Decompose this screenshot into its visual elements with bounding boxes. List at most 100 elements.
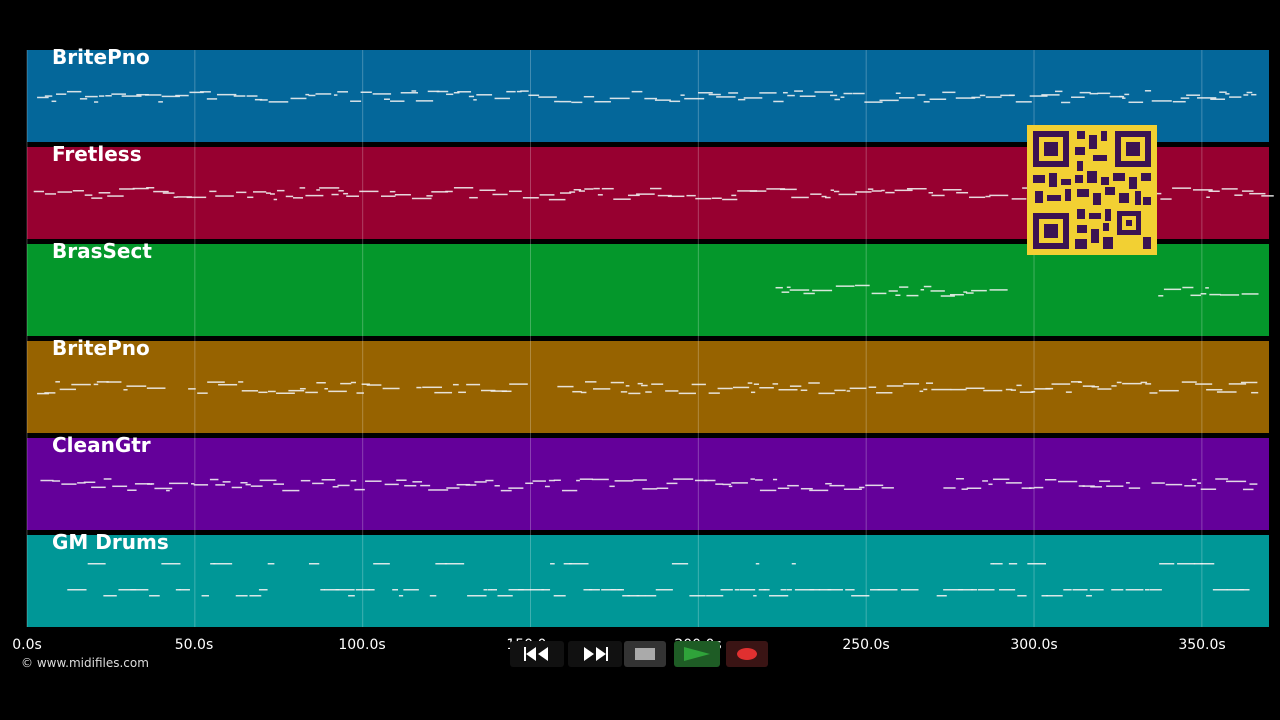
note-mark xyxy=(316,382,326,384)
note-mark xyxy=(895,294,901,296)
note-mark xyxy=(559,100,572,103)
note-mark xyxy=(689,595,706,597)
note-mark xyxy=(1034,388,1051,390)
note-mark xyxy=(466,383,481,386)
note-mark xyxy=(753,595,757,597)
note-mark xyxy=(383,98,390,100)
note-mark xyxy=(1079,91,1091,94)
note-mark xyxy=(929,98,947,100)
note-mark xyxy=(1125,589,1144,591)
note-mark xyxy=(37,392,49,395)
note-mark xyxy=(467,595,487,597)
note-mark xyxy=(44,193,57,195)
note-mark xyxy=(584,188,594,190)
play-button[interactable] xyxy=(674,641,720,667)
note-mark xyxy=(52,480,61,482)
note-mark xyxy=(337,91,349,93)
note-mark xyxy=(350,100,362,102)
note-mark xyxy=(732,386,750,389)
time-tick-label: 250.0s xyxy=(842,637,890,653)
note-mark xyxy=(373,563,390,565)
note-mark xyxy=(1219,91,1227,93)
note-mark xyxy=(992,478,1010,481)
note-mark xyxy=(468,95,475,98)
note-mark xyxy=(276,189,285,192)
note-mark xyxy=(553,479,561,481)
note-mark xyxy=(983,389,1003,392)
note-mark xyxy=(539,194,555,196)
note-mark xyxy=(161,95,180,98)
note-mark xyxy=(548,479,555,482)
note-mark xyxy=(179,589,190,591)
note-mark xyxy=(176,196,192,198)
note-mark xyxy=(1151,100,1172,102)
note-mark xyxy=(87,563,106,565)
note-mark xyxy=(680,94,685,96)
note-mark xyxy=(528,94,540,97)
note-mark xyxy=(818,392,835,395)
note-mark xyxy=(541,589,551,591)
note-mark xyxy=(335,589,355,591)
note-mark xyxy=(328,390,347,393)
transport-controls xyxy=(510,641,770,669)
note-mark xyxy=(930,290,945,292)
note-mark xyxy=(1158,295,1164,297)
note-mark xyxy=(1000,94,1014,97)
note-mark xyxy=(780,589,787,591)
note-mark xyxy=(720,589,733,591)
note-mark xyxy=(906,187,927,190)
note-mark xyxy=(1005,388,1013,391)
note-mark xyxy=(867,188,874,190)
note-mark xyxy=(1243,94,1249,96)
stop-button[interactable] xyxy=(624,641,666,667)
note-mark xyxy=(573,188,582,191)
note-mark xyxy=(834,98,840,101)
note-mark xyxy=(480,389,496,392)
note-mark xyxy=(346,195,359,197)
note-mark xyxy=(520,90,529,92)
note-mark xyxy=(800,389,808,392)
note-mark xyxy=(106,381,122,383)
note-mark xyxy=(473,99,477,101)
note-mark xyxy=(593,187,600,190)
note-mark xyxy=(722,483,732,486)
note-mark xyxy=(1046,595,1063,597)
note-mark xyxy=(1160,198,1172,200)
note-mark xyxy=(695,197,712,200)
note-mark xyxy=(483,589,488,591)
note-mark xyxy=(331,193,339,196)
note-mark xyxy=(273,198,278,201)
note-mark xyxy=(728,92,739,94)
note-mark xyxy=(773,100,784,103)
note-mark xyxy=(739,589,756,591)
note-mark xyxy=(594,100,611,103)
note-mark xyxy=(864,101,883,103)
note-mark xyxy=(1072,589,1088,591)
rewind-button[interactable] xyxy=(510,641,564,667)
note-mark xyxy=(299,387,306,390)
track-lane xyxy=(27,341,1269,433)
note-mark xyxy=(241,390,259,392)
note-mark xyxy=(1206,388,1223,391)
record-button[interactable] xyxy=(726,641,768,667)
note-mark xyxy=(631,90,643,93)
note-mark xyxy=(153,190,169,193)
note-mark xyxy=(193,484,209,486)
note-mark xyxy=(786,589,792,591)
note-mark xyxy=(1221,188,1238,190)
note-mark xyxy=(136,93,149,96)
note-mark xyxy=(245,483,251,486)
note-mark xyxy=(1122,382,1142,385)
note-mark xyxy=(360,91,372,94)
note-mark xyxy=(492,193,508,196)
note-mark xyxy=(44,392,56,394)
note-mark xyxy=(161,563,181,565)
note-mark xyxy=(150,483,155,485)
note-mark xyxy=(734,589,740,591)
fast-forward-button[interactable] xyxy=(568,641,622,667)
note-mark xyxy=(91,486,106,489)
note-mark xyxy=(1099,480,1111,482)
note-mark xyxy=(1145,383,1152,385)
note-mark xyxy=(794,90,804,92)
qr-code-icon xyxy=(1033,131,1151,249)
